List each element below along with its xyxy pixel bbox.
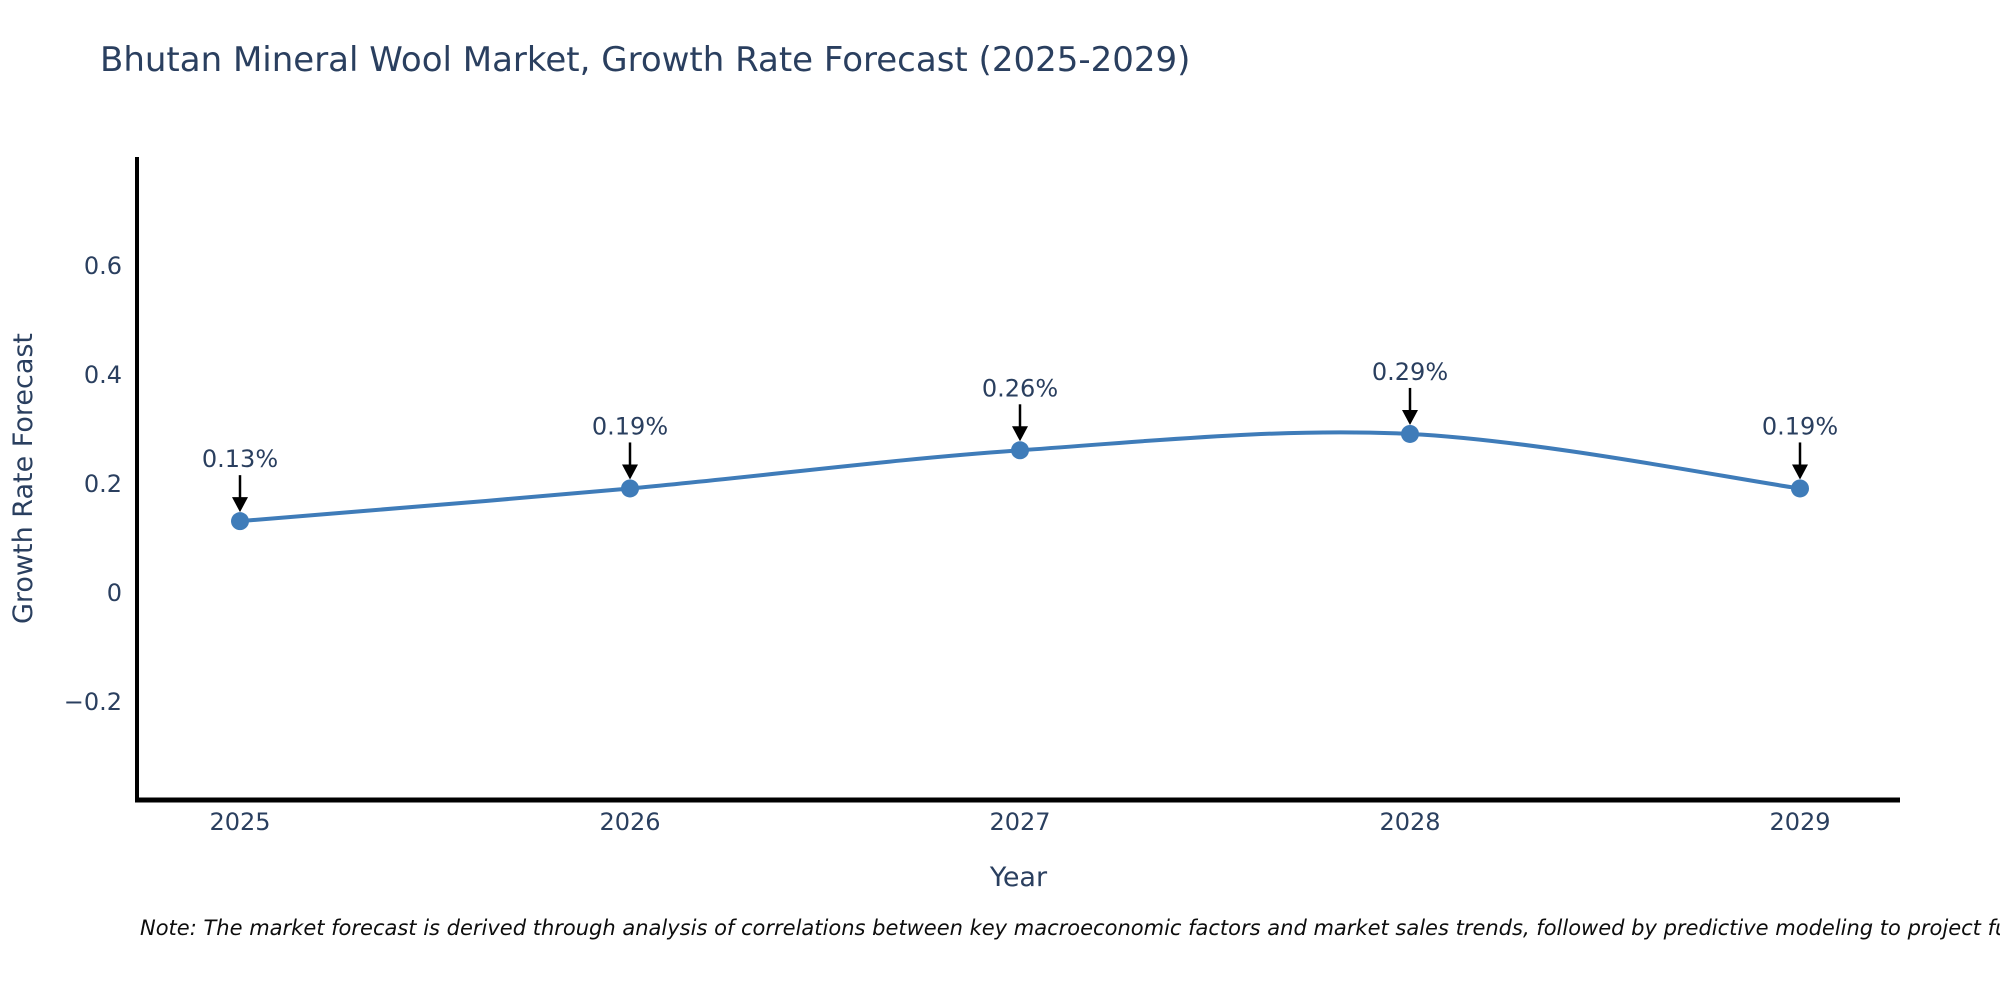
data-point-marker-2026[interactable]	[621, 479, 639, 498]
annotation-arrowhead	[1792, 464, 1808, 480]
y-tick-label: 0	[107, 579, 122, 607]
x-axis-title: Year	[989, 862, 1048, 893]
y-tick-label: −0.2	[64, 688, 122, 716]
y-tick-label: 0.6	[84, 252, 122, 280]
y-tick-label: 0.4	[84, 361, 122, 389]
annotation-arrowhead	[622, 464, 638, 480]
y-axis-title: Growth Rate Forecast	[8, 333, 39, 624]
annotation-arrowhead	[1402, 409, 1418, 425]
annotation-arrowhead	[1012, 426, 1028, 442]
x-tick-label: 2026	[599, 808, 660, 836]
x-tick-label: 2025	[209, 808, 270, 836]
chart-footnote: Note: The market forecast is derived thr…	[140, 916, 2000, 940]
data-point-marker-2025[interactable]	[231, 512, 249, 531]
data-point-marker-2028[interactable]	[1401, 424, 1419, 443]
data-point-label-2029: 0.19%	[1762, 412, 1838, 440]
x-tick-label: 2028	[1379, 808, 1440, 836]
y-tick-label: 0.2	[84, 470, 122, 498]
chart-title: Bhutan Mineral Wool Market, Growth Rate …	[100, 40, 1191, 80]
data-point-label-2026: 0.19%	[592, 412, 668, 440]
data-point-marker-2029[interactable]	[1791, 479, 1809, 498]
data-point-label-2027: 0.26%	[982, 374, 1058, 402]
x-tick-label: 2027	[989, 808, 1050, 836]
annotation-arrowhead	[232, 497, 248, 513]
data-point-label-2025: 0.13%	[202, 445, 278, 473]
data-point-marker-2027[interactable]	[1011, 441, 1029, 460]
x-tick-label: 2029	[1769, 808, 1830, 836]
data-point-label-2028: 0.29%	[1372, 358, 1448, 386]
